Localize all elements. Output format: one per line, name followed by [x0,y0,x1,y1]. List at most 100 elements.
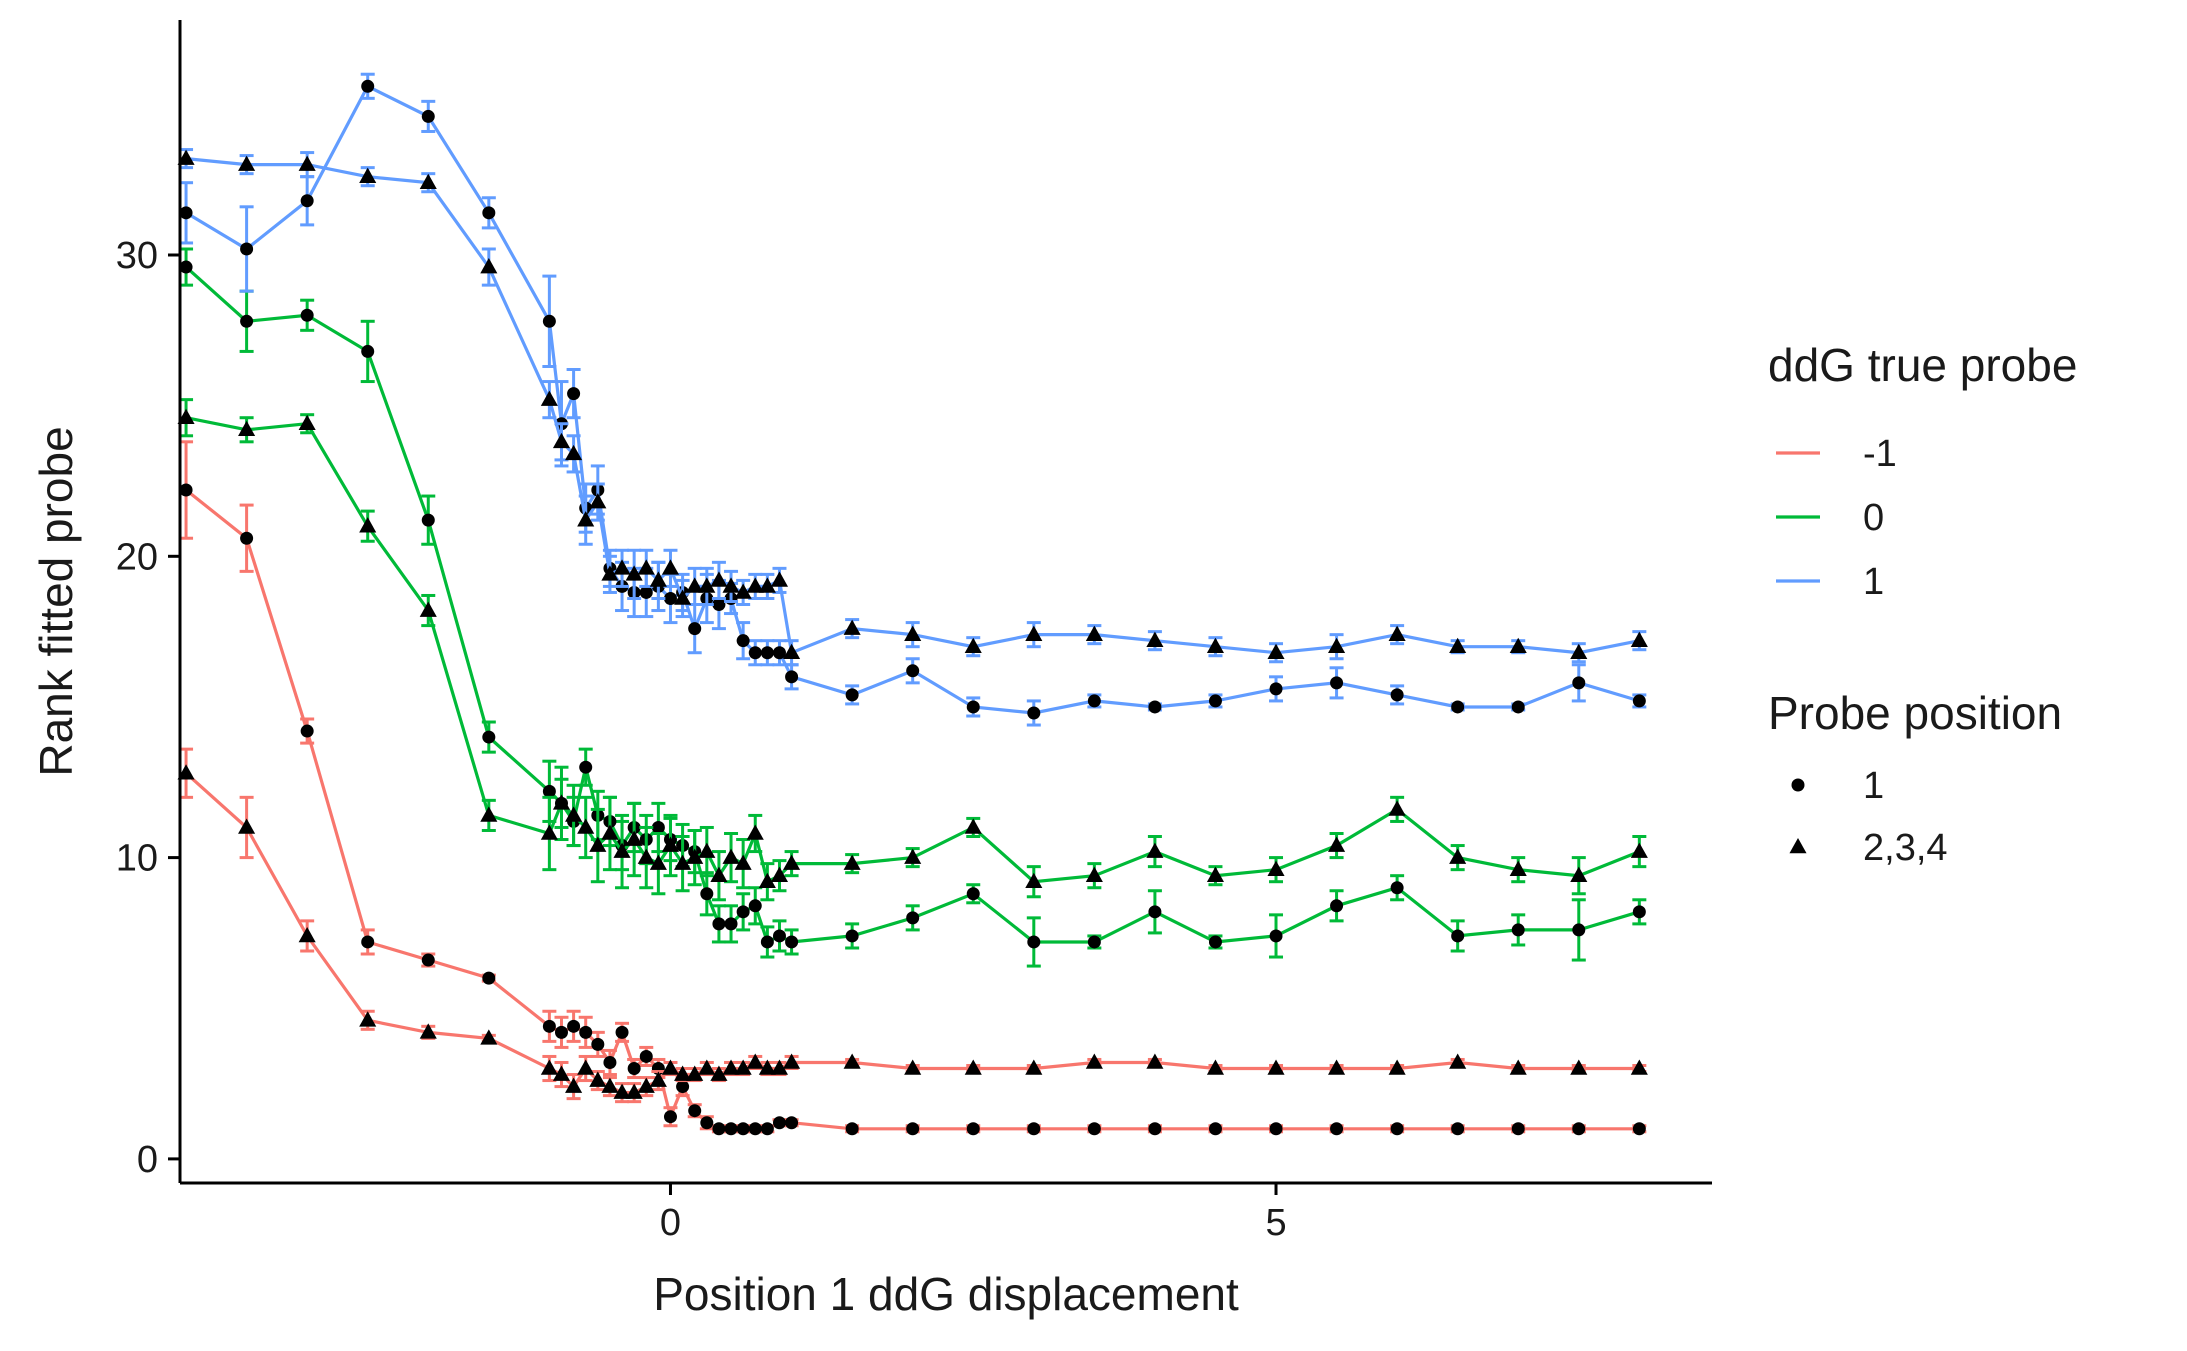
data-point [651,820,665,834]
data-point [240,314,254,328]
data-point [758,1059,776,1075]
data-point [674,1065,692,1081]
y-tick-label: 30 [116,235,158,277]
data-point [179,483,193,497]
data-point [964,1059,982,1075]
series-1 [177,747,1648,1104]
data-point [540,824,558,840]
data-point [1388,1059,1406,1075]
data-point [625,565,643,581]
data-point [613,1083,631,1099]
data-point [1390,688,1404,702]
data-point [785,670,799,684]
data-point [698,1059,716,1075]
data-point [770,571,789,587]
data-point [1570,866,1588,882]
legend-group-1: Probe position 1 2,3,4 [1768,687,2062,869]
data-point [736,1122,750,1136]
data-point [904,848,922,864]
data-point [734,1059,752,1075]
y-tick-label: 20 [116,536,158,578]
data-point [1330,899,1344,913]
data-point [966,700,980,714]
data-point [542,784,556,798]
data-point [1451,700,1465,714]
data-point [770,866,789,882]
data-point [361,344,375,358]
legend-label: 1 [1863,561,1884,603]
series-line [185,772,1640,1095]
data-point [688,622,702,636]
data-point [359,167,377,183]
data-point [1027,935,1041,949]
data-point [579,760,593,774]
x-axis-title: Position 1 ddG displacement [653,1268,1239,1320]
data-point [1148,905,1162,919]
data-point [1330,676,1344,690]
data-point [1027,1122,1041,1136]
data-point [663,1110,677,1124]
data-point [904,625,922,641]
data-point [480,258,498,274]
data-point [1208,694,1222,708]
y-tick-label: 10 [116,838,158,880]
data-point [625,1083,643,1099]
data-point [785,935,799,949]
data-point [1085,866,1103,882]
legend-key-circle [1791,778,1805,792]
data-point [359,517,377,533]
series-line [185,416,1640,885]
data-point [238,420,256,437]
data-point [579,1025,593,1039]
data-point [591,1037,605,1051]
data-point [661,1059,680,1075]
data-point [734,583,752,599]
data-point [603,1055,617,1069]
data-point [1449,848,1467,864]
data-point [1511,1122,1525,1136]
data-point [482,730,496,744]
data-point [1269,682,1283,696]
data-point [1085,625,1103,641]
data-point [179,260,193,274]
data-point [760,646,774,660]
data-point [966,887,980,901]
data-point [577,511,595,527]
data-point [736,905,750,919]
legend-key [1791,778,1805,792]
data-point [1148,700,1162,714]
data-point [843,1053,861,1069]
data-point [1269,929,1283,943]
data-point [674,854,692,870]
data-point [1267,860,1285,876]
data-point [770,1059,789,1075]
data-point [760,935,774,949]
data-point [1572,1122,1586,1136]
data-point [845,688,859,702]
data-point [577,1059,595,1075]
data-point [686,1065,704,1081]
data-point [1206,1059,1225,1075]
data-point [1511,923,1525,937]
data-point [783,643,801,660]
data-point [843,854,861,870]
data-point [1630,631,1648,647]
data-point [637,848,655,864]
data-point [734,854,752,870]
data-point [1451,929,1465,943]
data-point [700,887,714,901]
data-point [613,842,631,858]
data-point [698,842,716,858]
data-point [1388,800,1406,816]
data-point [748,899,762,913]
data-point [906,911,920,925]
data-point [419,601,437,617]
data-point [637,559,655,575]
data-point [748,1122,762,1136]
data-point [1146,631,1164,647]
data-point [712,598,726,612]
data-point [639,585,653,599]
data-point [1630,1059,1648,1075]
data-point [906,664,920,678]
data-point [686,577,704,593]
